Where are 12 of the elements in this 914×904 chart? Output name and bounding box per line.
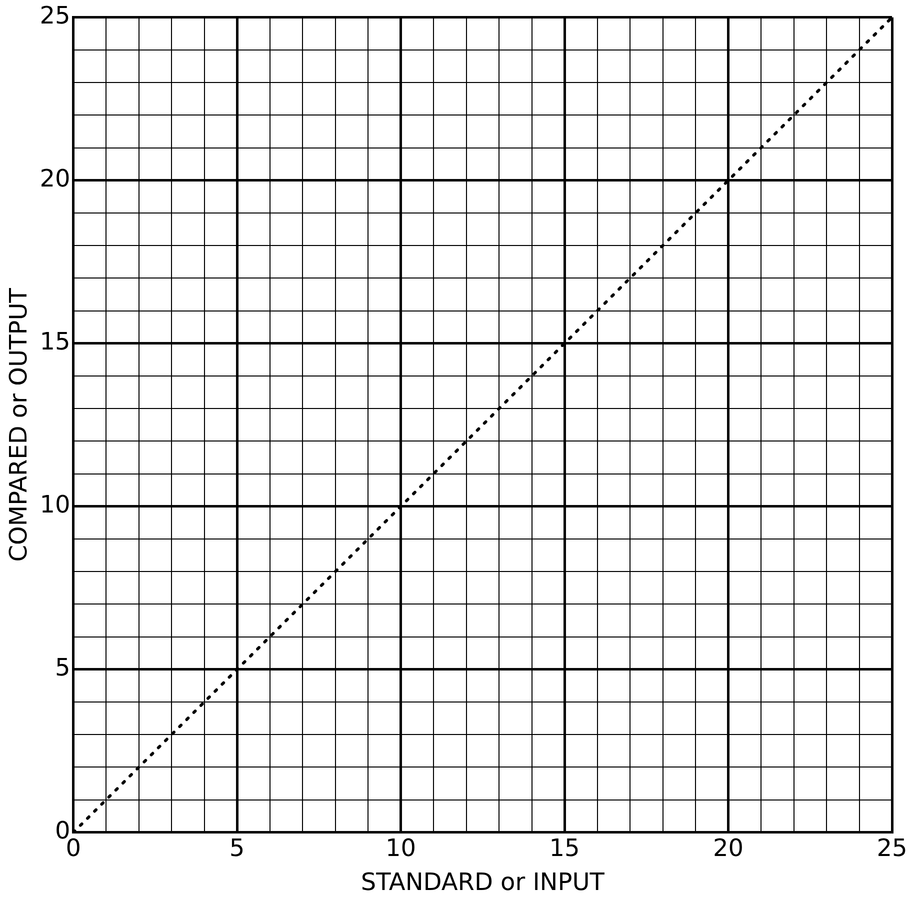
y-tick-label: 20 <box>40 164 70 193</box>
y-axis-title: COMPARED or OUTPUT <box>4 288 33 562</box>
y-tick-label: 5 <box>55 654 70 682</box>
x-axis-title: STANDARD or INPUT <box>360 868 605 896</box>
y-tick-label: 10 <box>40 490 70 519</box>
y-tick-label: 25 <box>40 2 70 30</box>
x-tick-label: 25 <box>876 834 908 862</box>
y-tick-label: 15 <box>40 328 70 356</box>
x-tick-label: 10 <box>386 834 416 862</box>
x-tick-label: 15 <box>549 834 580 862</box>
x-tick-label: 20 <box>712 834 744 862</box>
x-tick-label: 5 <box>229 834 245 862</box>
